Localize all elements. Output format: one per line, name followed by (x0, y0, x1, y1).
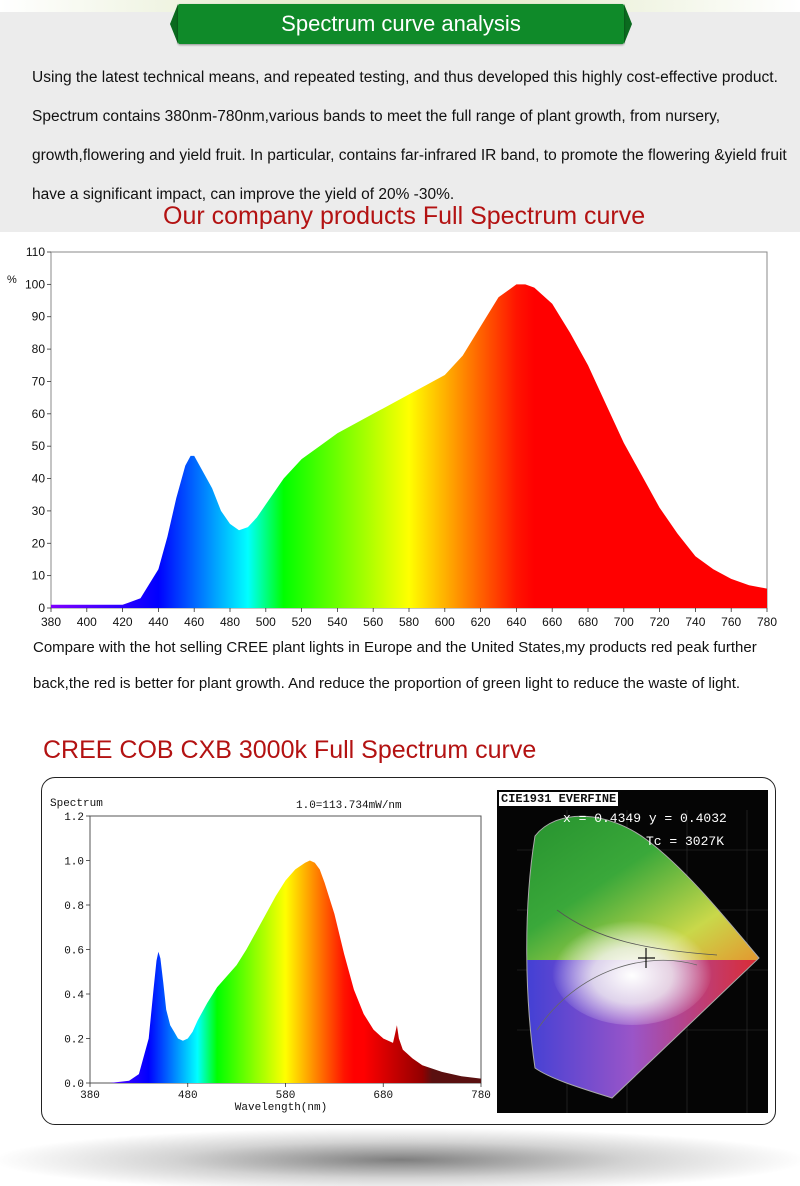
y-tick-label: 40 (32, 472, 46, 486)
x-tick-label: 480 (220, 615, 240, 629)
y-tick-label: 0.8 (64, 901, 84, 913)
y-tick-label: 0.6 (64, 946, 84, 958)
y-tick-label: 0.0 (64, 1079, 84, 1091)
title-ribbon-left-fold (170, 4, 178, 44)
x-tick-label: 580 (276, 1090, 296, 1102)
chart-annotation: 1.0=113.734mW/nm (296, 800, 402, 812)
y-tick-label: 50 (32, 439, 46, 453)
cie-spectral-locus (526, 815, 760, 1099)
y-axis-label: % (7, 274, 17, 286)
y-tick-label: 0 (38, 601, 45, 615)
y-tick-label: 80 (32, 342, 46, 356)
y-tick-label: 30 (32, 504, 46, 518)
y-tick-label: 10 (32, 569, 46, 583)
x-tick-label: 600 (435, 615, 455, 629)
x-tick-label: 400 (77, 615, 97, 629)
x-tick-label: 500 (256, 615, 276, 629)
cie-xy-readout: x = 0.4349 y = 0.4032 (563, 811, 727, 826)
y-tick-label: 100 (25, 277, 45, 291)
x-tick-label: 380 (41, 615, 61, 629)
y-tick-label: 60 (32, 407, 46, 421)
x-axis-label: Wavelength(nm) (235, 1102, 327, 1114)
x-tick-label: 700 (614, 615, 634, 629)
x-tick-label: 420 (113, 615, 133, 629)
y-tick-label: 0.2 (64, 1035, 84, 1047)
spectrum-area (90, 860, 481, 1083)
y-tick-label: 70 (32, 374, 46, 388)
x-tick-label: 660 (542, 615, 562, 629)
x-tick-label: 480 (178, 1090, 198, 1102)
cie-chromaticity-diagram (517, 810, 768, 1113)
x-tick-label: 640 (506, 615, 526, 629)
x-tick-label: 720 (650, 615, 670, 629)
cie1931-chromaticity-panel (497, 790, 768, 1113)
x-tick-label: 740 (685, 615, 705, 629)
y-tick-label: 90 (32, 310, 46, 324)
y-tick-label: 20 (32, 536, 46, 550)
y-tick-label: 1.0 (64, 857, 84, 869)
x-tick-label: 780 (471, 1090, 491, 1102)
comparison-paragraph: Compare with the hot selling CREE plant … (33, 639, 757, 692)
x-tick-label: 680 (578, 615, 598, 629)
x-tick-label: 620 (471, 615, 491, 629)
x-tick-label: 560 (363, 615, 383, 629)
intro-paragraph: Using the latest technical means, and re… (32, 69, 787, 203)
x-tick-label: 760 (721, 615, 741, 629)
y-tick-label: 1.2 (64, 812, 84, 824)
chart-title: Spectrum (50, 798, 103, 810)
cree-spectrum-heading: CREE COB CXB 3000k Full Spectrum curve (43, 736, 537, 764)
title-ribbon-right-fold (624, 4, 632, 44)
cie-gamut (526, 816, 759, 1099)
x-tick-label: 540 (327, 615, 347, 629)
our-spectrum-heading: Our company products Full Spectrum curve (163, 202, 646, 230)
x-tick-label: 780 (757, 615, 777, 629)
bottom-shadow-divider (0, 1128, 800, 1186)
section-title-banner: Spectrum curve analysis (178, 4, 624, 44)
x-tick-label: 380 (80, 1090, 100, 1102)
x-tick-label: 680 (373, 1090, 393, 1102)
y-tick-label: 110 (26, 245, 45, 259)
x-tick-label: 440 (148, 615, 168, 629)
x-tick-label: 460 (184, 615, 204, 629)
cie-title: CIE1931 EVERFINE (499, 792, 619, 806)
cie-color-temperature: Tc = 3027K (646, 834, 725, 849)
y-tick-label: 0.4 (64, 990, 84, 1002)
cie-crosshair-marker (638, 948, 655, 968)
our-spectrum-chart: 380 400 420 440 460 480 500 520 540 560 580 600 620 6… (0, 234, 800, 630)
x-tick-label: 520 (292, 615, 312, 629)
cree-spectrum-chart: 380 480 580 680 780 0.0 0.2 0.4 0.6 0.8 1.0 1.2 Spec… (50, 798, 491, 1114)
x-tick-label: 580 (399, 615, 419, 629)
spectrum-area (51, 284, 767, 608)
section-title: Spectrum curve analysis (281, 11, 521, 36)
